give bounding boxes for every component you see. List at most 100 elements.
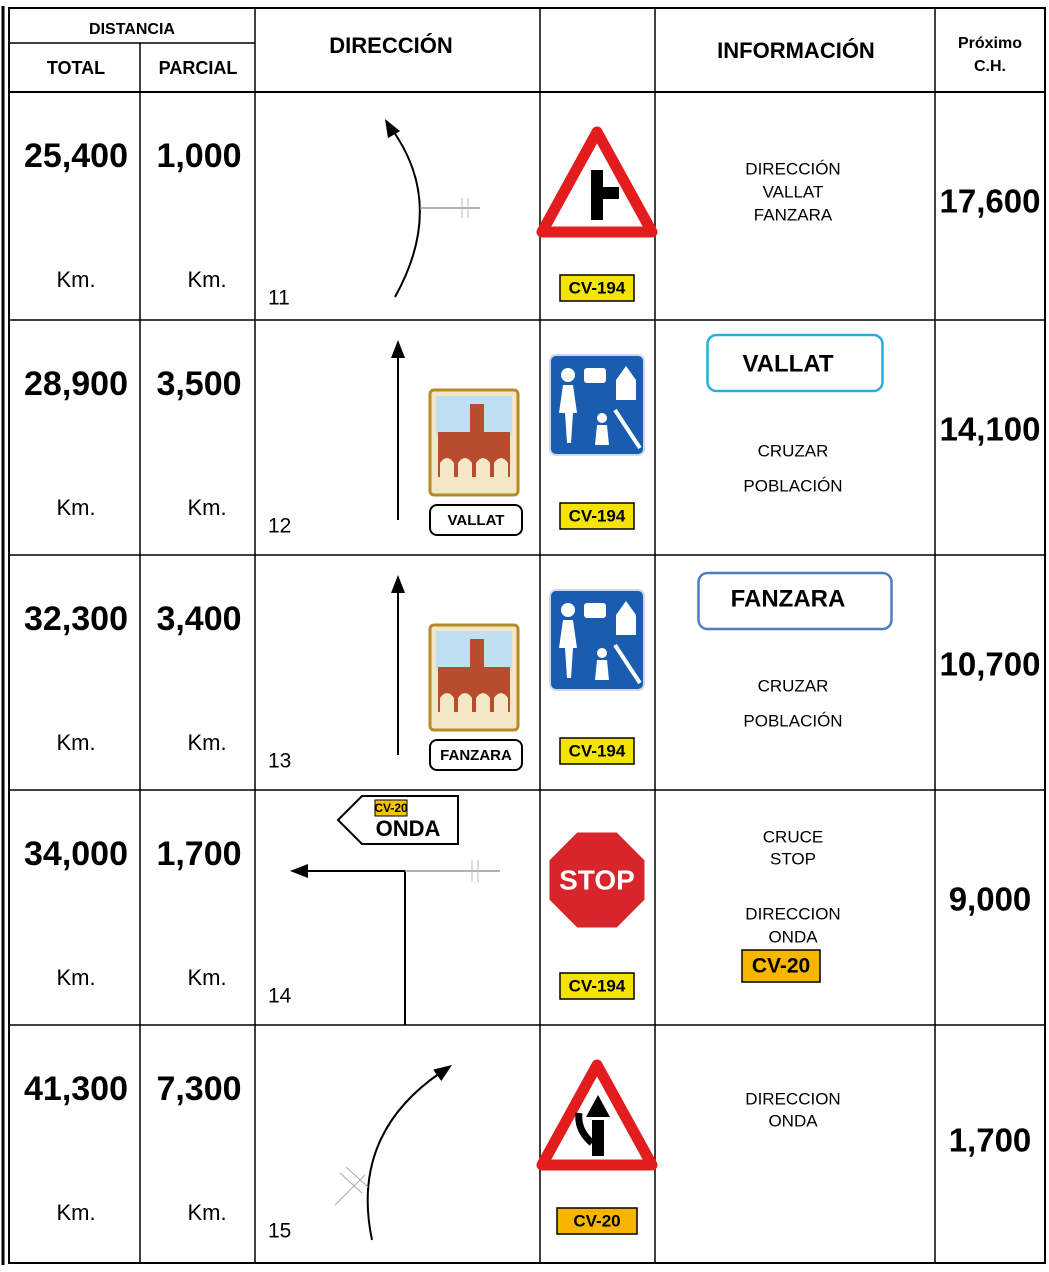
side-road: [345, 1166, 369, 1188]
road-plate-text: CV-20: [752, 955, 810, 978]
road-plate: [559, 972, 635, 1000]
partial-distance: 7,300: [156, 1070, 241, 1108]
sign-symbol: [595, 660, 609, 680]
header-cell: INFORMACIÓN: [717, 38, 875, 63]
info-line: CRUZAR: [758, 676, 829, 695]
road-plate: [559, 274, 635, 302]
unit: Km.: [56, 267, 95, 292]
sign-symbol: [584, 368, 606, 383]
next-checkpoint: 17,600: [940, 183, 1041, 220]
route-curve: [366, 1072, 441, 1241]
town-picture: [494, 458, 508, 477]
unit: Km.: [187, 495, 226, 520]
total-distance: 28,900: [24, 365, 128, 403]
sign-symbol: [559, 385, 577, 443]
header-cell: PARCIAL: [159, 58, 238, 78]
sign-symbol: [561, 603, 575, 617]
arrow-head: [290, 864, 308, 878]
sign-symbol: [592, 1120, 604, 1156]
sign-symbol: [575, 1112, 595, 1146]
route-curve: [387, 123, 421, 298]
road-plate-text: CV-194: [569, 741, 626, 760]
town-picture: [458, 458, 472, 477]
town-plate-text: VALLAT: [448, 512, 505, 529]
arrow-head: [433, 1065, 452, 1082]
next-checkpoint: 10,700: [940, 646, 1041, 683]
grid: [1, 6, 1046, 1265]
unit: Km.: [56, 730, 95, 755]
info-line: VALLAT: [763, 182, 824, 201]
road-plate: [559, 502, 635, 530]
sign-symbol: [616, 601, 636, 635]
info-line: FANZARA: [754, 205, 833, 224]
town-picture: [476, 458, 490, 477]
stop-sign: [546, 829, 648, 931]
step-number: 14: [268, 985, 292, 1008]
info-line: ONDA: [768, 1111, 818, 1130]
header-cell: C.H.: [974, 58, 1006, 75]
total-distance: 41,300: [24, 1070, 128, 1108]
unit: Km.: [56, 965, 95, 990]
sign-symbol: [597, 413, 607, 423]
sign-symbol: [613, 408, 642, 450]
step-number: 12: [268, 515, 291, 538]
header: DISTANCIA TOTAL PARCIAL DIRECCIÓN INFORM…: [47, 21, 1022, 78]
road-plate-text: CV-194: [569, 278, 626, 297]
step-number: 13: [268, 750, 291, 773]
partial-distance: 1,000: [156, 137, 241, 175]
place-box: [697, 571, 893, 631]
step-number: 15: [268, 1220, 291, 1243]
sign-symbol: [595, 425, 609, 445]
town-picture: [476, 693, 490, 712]
town-plate: [429, 504, 523, 536]
town-picture: [440, 693, 454, 712]
town-plate: [429, 739, 523, 771]
town-picture: [440, 458, 454, 477]
unit: Km.: [187, 730, 226, 755]
unit: Km.: [187, 1200, 226, 1225]
partial-distance: 1,700: [156, 835, 241, 873]
header-cell: TOTAL: [47, 58, 105, 78]
info-line: CRUCE: [763, 827, 823, 846]
sign-symbol: [597, 187, 619, 199]
sign-symbol: [584, 603, 606, 618]
partial-distance: 3,400: [156, 600, 241, 638]
header-cell: DIRECCIÓN: [329, 33, 452, 58]
next-checkpoint: 14,100: [940, 411, 1041, 448]
partial-distance: 3,500: [156, 365, 241, 403]
arrow-head: [391, 575, 405, 593]
total-distance: 34,000: [24, 835, 128, 873]
direction-sign: [336, 795, 459, 845]
road-plate-text: CV-20: [374, 801, 408, 815]
header-cell: DISTANCIA: [89, 21, 175, 38]
unit: Km.: [56, 1200, 95, 1225]
town-picture: [470, 639, 484, 669]
info-line: DIRECCION: [745, 1089, 840, 1108]
town-picture: [458, 693, 472, 712]
sign-symbol: [559, 620, 577, 678]
info-line: STOP: [770, 849, 816, 868]
town-plate-text: FANZARA: [440, 747, 512, 764]
step-number: 11: [268, 287, 290, 310]
arrow-head: [385, 119, 401, 139]
unit: Km.: [56, 495, 95, 520]
header-cell: Próximo: [958, 35, 1022, 52]
road-plate-text: CV-194: [569, 506, 626, 525]
place-name: VALLAT: [742, 350, 833, 377]
side-road: [339, 1172, 363, 1194]
stop-sign-text: STOP: [559, 864, 635, 895]
total-distance: 25,400: [24, 137, 128, 175]
place-name: FANZARA: [731, 585, 846, 612]
info-line: DIRECCION: [745, 904, 840, 923]
road-plate: [741, 949, 821, 983]
place-box: [706, 333, 884, 393]
sign-symbol: [597, 648, 607, 658]
town-picture: [494, 693, 508, 712]
next-checkpoint: 1,700: [949, 1122, 1032, 1159]
road-plate-text: CV-194: [569, 976, 626, 995]
sign-symbol: [616, 366, 636, 400]
info-line: DIRECCIÓN: [745, 159, 840, 178]
info-line: ONDA: [768, 927, 818, 946]
